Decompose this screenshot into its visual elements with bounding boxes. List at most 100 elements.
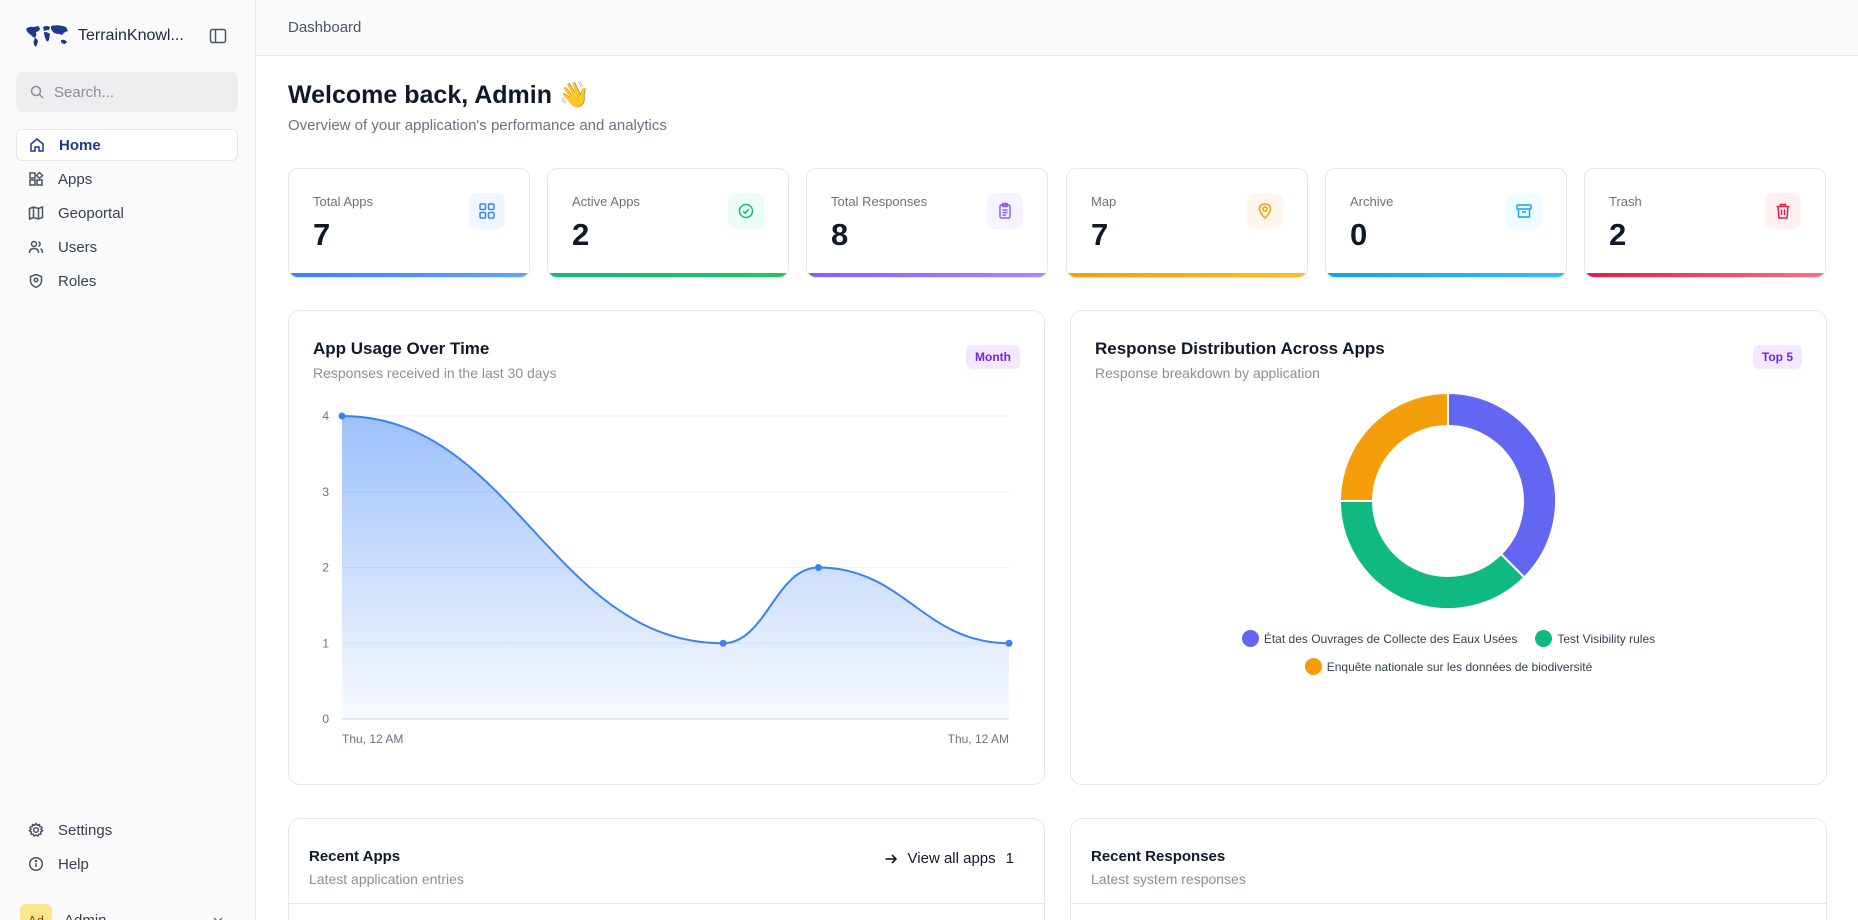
user-name: Admin bbox=[64, 911, 107, 920]
legend-label: Test Visibility rules bbox=[1557, 631, 1656, 646]
sidebar-item-label: Home bbox=[59, 136, 101, 154]
sidebar-item-label: Geoportal bbox=[58, 204, 124, 222]
donut-slice bbox=[1338, 500, 1526, 611]
stat-accent-bar bbox=[1326, 273, 1566, 277]
view-all-label: View all apps bbox=[907, 850, 996, 867]
sidebar-item-roles[interactable]: Roles bbox=[16, 265, 238, 297]
stat-card-total-responses[interactable]: Total Responses 8 bbox=[806, 168, 1048, 278]
series-line bbox=[341, 415, 1010, 645]
search-input[interactable] bbox=[54, 83, 224, 101]
card-subtitle: Latest system responses bbox=[1091, 871, 1246, 887]
recent-responses-card: Recent Responses Latest system responses bbox=[1070, 818, 1827, 920]
legend-item[interactable]: État des Ouvrages de Collecte des Eaux U… bbox=[1241, 630, 1518, 647]
y-tick-label: 4 bbox=[322, 409, 329, 423]
search-icon bbox=[30, 85, 44, 99]
stat-card-archive[interactable]: Archive 0 bbox=[1325, 168, 1567, 278]
top-badge[interactable]: Top 5 bbox=[1752, 345, 1802, 369]
view-all-apps-link[interactable]: View all apps 1 bbox=[884, 850, 1014, 867]
sidebar-toggle-button[interactable] bbox=[206, 24, 230, 48]
x-tick-label: Thu, 12 AM bbox=[948, 732, 1009, 746]
sidebar-item-label: Apps bbox=[58, 170, 93, 188]
page-title: Welcome back, Admin 👋 bbox=[288, 81, 591, 109]
check-circle-icon bbox=[728, 193, 764, 229]
sidebar-item-label: Help bbox=[58, 855, 89, 873]
chevron-down-icon bbox=[213, 917, 223, 920]
legend-swatch bbox=[1535, 630, 1553, 647]
stat-value: 2 bbox=[1609, 217, 1627, 252]
sidebar-panel-icon bbox=[209, 28, 227, 44]
data-point bbox=[814, 564, 822, 571]
app-name: TerrainKnowl... bbox=[78, 27, 184, 44]
sidebar-item-label: Users bbox=[58, 238, 98, 256]
card-subtitle: Response breakdown by application bbox=[1095, 365, 1320, 381]
legend-item[interactable]: Enquête nationale sur les données de bio… bbox=[1304, 658, 1592, 675]
stat-value: 2 bbox=[572, 217, 590, 252]
stat-card-map[interactable]: Map 7 bbox=[1066, 168, 1308, 278]
stat-card-trash[interactable]: Trash 2 bbox=[1584, 168, 1826, 278]
stat-label: Total Responses bbox=[831, 194, 928, 209]
gear-icon bbox=[28, 822, 44, 838]
donut-slice bbox=[1338, 391, 1449, 502]
world-map-logo-icon bbox=[26, 25, 68, 47]
response-distribution-card: Response Distribution Across Apps Respon… bbox=[1070, 310, 1827, 785]
divider bbox=[1071, 903, 1826, 904]
card-subtitle: Responses received in the last 30 days bbox=[313, 365, 557, 381]
sidebar-item-users[interactable]: Users bbox=[16, 231, 238, 263]
stat-card-total-apps[interactable]: Total Apps 7 bbox=[288, 168, 530, 278]
chart-legend-row-2: Enquête nationale sur les données de bio… bbox=[1071, 658, 1826, 675]
data-point bbox=[1005, 639, 1013, 647]
x-tick-label: Thu, 12 AM bbox=[342, 732, 403, 746]
sidebar-item-geoportal[interactable]: Geoportal bbox=[16, 197, 238, 229]
stats-row: Total Apps 7 Active Apps 2 Total Respons… bbox=[288, 168, 1828, 278]
recent-apps-card: Recent Apps Latest application entries V… bbox=[288, 818, 1045, 920]
main-nav: Home Apps Geoportal Users Roles bbox=[16, 129, 238, 299]
sidebar-item-help[interactable]: Help bbox=[16, 848, 238, 880]
brand[interactable]: TerrainKnowl... bbox=[24, 20, 184, 52]
area-fill bbox=[342, 416, 1009, 719]
user-menu[interactable]: Ad Admin bbox=[16, 904, 238, 920]
sidebar-item-apps[interactable]: Apps bbox=[16, 163, 238, 195]
apps-icon bbox=[29, 171, 44, 186]
data-point bbox=[338, 412, 346, 420]
archive-icon bbox=[1506, 193, 1542, 229]
legend-label: État des Ouvrages de Collecte des Eaux U… bbox=[1263, 631, 1518, 646]
grid-icon bbox=[469, 193, 505, 229]
trash-icon bbox=[1765, 193, 1801, 229]
stat-accent-bar bbox=[548, 273, 788, 277]
home-icon bbox=[30, 138, 44, 152]
arrow-right-icon bbox=[885, 853, 897, 864]
period-badge[interactable]: Month bbox=[966, 345, 1020, 369]
map-pin-icon bbox=[1247, 193, 1283, 229]
y-tick-label: 1 bbox=[322, 636, 329, 650]
stat-label: Trash bbox=[1609, 194, 1642, 209]
topbar: Dashboard bbox=[256, 0, 1858, 56]
stat-label: Active Apps bbox=[572, 194, 640, 209]
search-box[interactable] bbox=[16, 72, 238, 112]
apps-count: 1 bbox=[1005, 850, 1014, 867]
page-subtitle: Overview of your application's performan… bbox=[288, 117, 667, 134]
donut-slice bbox=[1447, 391, 1558, 579]
sidebar-item-label: Settings bbox=[58, 821, 113, 839]
legend-item[interactable]: Test Visibility rules bbox=[1535, 630, 1655, 647]
card-subtitle: Latest application entries bbox=[309, 871, 464, 887]
stat-value: 8 bbox=[831, 217, 849, 252]
card-title: Recent Responses bbox=[1091, 848, 1226, 865]
map-icon bbox=[28, 205, 44, 221]
stat-card-active-apps[interactable]: Active Apps 2 bbox=[547, 168, 789, 278]
sidebar-item-settings[interactable]: Settings bbox=[16, 814, 238, 846]
clipboard-icon bbox=[987, 193, 1023, 229]
users-icon bbox=[28, 240, 44, 254]
sidebar-item-label: Roles bbox=[58, 272, 97, 290]
stat-label: Map bbox=[1091, 194, 1117, 209]
stat-label: Archive bbox=[1350, 194, 1394, 209]
divider bbox=[289, 903, 1044, 904]
y-tick-label: 0 bbox=[322, 712, 329, 726]
breadcrumb[interactable]: Dashboard bbox=[288, 19, 362, 36]
secondary-nav: Settings Help bbox=[16, 814, 238, 882]
sidebar-item-home[interactable]: Home bbox=[16, 129, 238, 161]
stat-accent-bar bbox=[1067, 273, 1307, 277]
sidebar: TerrainKnowl... Home Apps Geoportal User… bbox=[0, 0, 256, 920]
app-usage-card: App Usage Over Time Responses received i… bbox=[288, 310, 1045, 785]
card-title: Recent Apps bbox=[309, 848, 401, 865]
stat-accent-bar bbox=[289, 273, 529, 277]
